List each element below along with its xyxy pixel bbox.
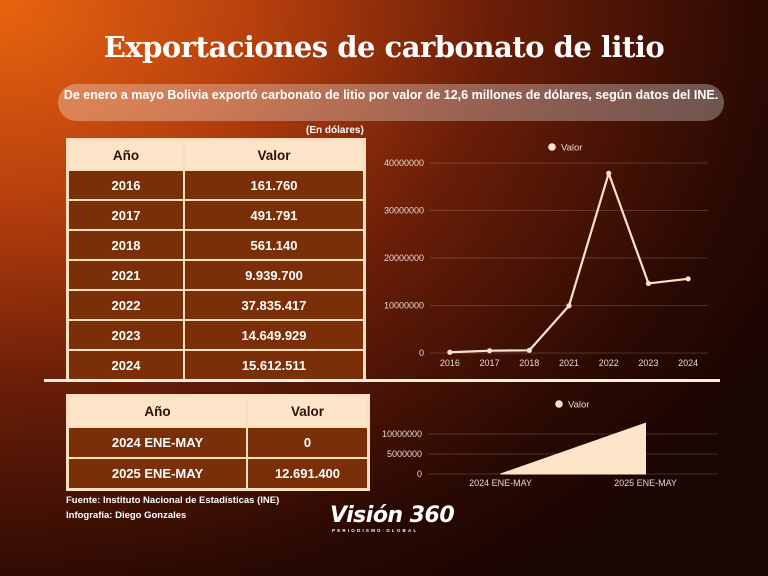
y-tick-label: 40000000 (384, 158, 424, 168)
x-tick-label: 2025 ENE-MAY (614, 478, 677, 488)
x-tick-label: 2024 ENE-MAY (469, 478, 532, 488)
cell-value: 491.791 (184, 200, 364, 230)
annual-exports-line-chart: Valor 0 10000000 20000000 30000000 40000000 20… (384, 143, 708, 368)
cell-year: 2022 (68, 290, 184, 320)
cell-value: 14.649.929 (184, 320, 364, 350)
jan-may-exports-area-chart: Valor 0 5000000 10000000 2024 ENE-MAY 2025 EN… (382, 400, 718, 488)
table-row: 2024 15.612.511 (68, 350, 364, 380)
data-point (566, 303, 572, 309)
cell-year: 2021 (68, 260, 184, 290)
series-area-valor (500, 422, 646, 475)
unit-note: (En dólares) (306, 125, 364, 136)
cell-value: 561.140 (184, 230, 364, 260)
table-header-row: Año Valor (68, 140, 364, 170)
cell-year: 2018 (68, 230, 184, 260)
table-row: 2021 9.939.700 (68, 260, 364, 290)
table-row: 2022 37.835.417 (68, 290, 364, 320)
vision360-logo: Visión 360 (330, 503, 455, 528)
table-row: 2017 491.791 (68, 200, 364, 230)
data-point (526, 347, 532, 353)
y-tick-label: 30000000 (384, 206, 424, 216)
table-row: 2016 161.760 (68, 170, 364, 200)
data-point (606, 170, 612, 176)
data-point (685, 276, 691, 282)
cell-year: 2024 (68, 350, 184, 380)
cell-value: 15.612.511 (184, 350, 364, 380)
data-point (486, 348, 493, 354)
subtitle-banner: De enero a mayo Bolivia exportó carbonat… (58, 84, 724, 121)
legend-label: Valor (568, 400, 589, 411)
cell-value: 9.939.700 (184, 260, 364, 290)
y-tick-label: 0 (419, 348, 424, 358)
cell-year: 2023 (68, 320, 184, 350)
annual-exports-table: Año Valor 2016 161.760 2017 491.791 2018 56… (66, 138, 366, 382)
x-tick-label: 2017 (480, 358, 500, 368)
series-line-valor (449, 172, 689, 354)
x-tick-label: 2016 (440, 358, 460, 368)
section-divider (44, 379, 720, 382)
y-tick-label: 10000000 (384, 301, 424, 311)
header-year: Año (68, 140, 184, 170)
source-note: Fuente: Instituto Nacional de Estadístic… (66, 495, 280, 506)
header-year: Año (68, 396, 247, 427)
credits: Fuente: Instituto Nacional de Estadístic… (66, 493, 279, 523)
logo-tagline: PERIODISMO GLOBAL (332, 528, 419, 533)
table-row: 2025 ENE-MAY 12.691.400 (68, 458, 368, 489)
legend-marker (555, 400, 563, 408)
jan-may-exports-table: Año Valor 2024 ENE-MAY 0 2025 ENE-MAY 12.6… (66, 394, 370, 491)
cell-year: 2016 (68, 170, 184, 200)
infographic-note: Infografía: Diego Gonzales (66, 510, 187, 521)
x-tick-label: 2024 (678, 358, 698, 368)
header-value: Valor (184, 140, 364, 170)
x-tick-label: 2022 (599, 358, 619, 368)
data-point (645, 280, 652, 287)
table-row: 2024 ENE-MAY 0 (68, 427, 368, 458)
legend-marker (548, 143, 556, 151)
page-title: Exportaciones de carbonato de litio (103, 30, 665, 64)
cell-value: 161.760 (184, 170, 364, 200)
table-header-row: Año Valor (68, 396, 368, 427)
cell-year: 2025 ENE-MAY (68, 458, 247, 489)
data-point (447, 349, 453, 355)
cell-year: 2024 ENE-MAY (68, 427, 247, 458)
cell-value: 12.691.400 (247, 458, 368, 489)
cell-value: 0 (247, 427, 368, 458)
y-tick-label: 10000000 (382, 429, 422, 439)
table-row: 2018 561.140 (68, 230, 364, 260)
x-tick-label: 2018 (519, 358, 539, 368)
header-value: Valor (247, 396, 368, 427)
y-tick-label: 5000000 (387, 449, 422, 459)
legend-label: Valor (561, 143, 582, 154)
y-tick-label: 0 (417, 469, 422, 479)
cell-value: 37.835.417 (184, 290, 364, 320)
table-row: 2023 14.649.929 (68, 320, 364, 350)
y-tick-label: 20000000 (384, 253, 424, 263)
x-tick-label: 2023 (638, 358, 658, 368)
cell-year: 2017 (68, 200, 184, 230)
x-tick-label: 2021 (559, 358, 579, 368)
